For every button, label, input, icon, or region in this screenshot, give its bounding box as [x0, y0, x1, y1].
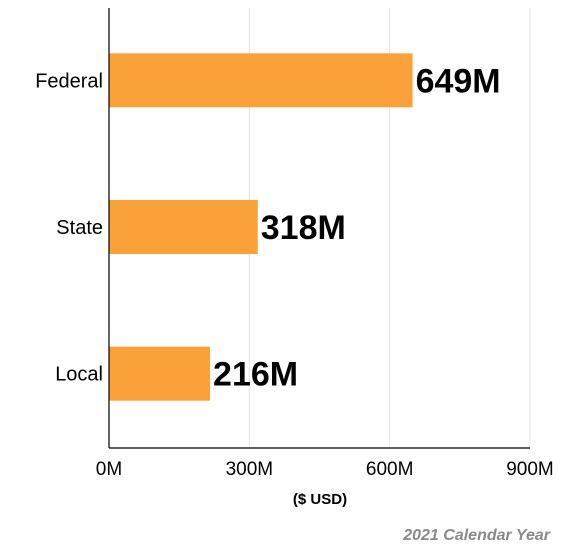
x-axis-title: ($ USD)	[293, 491, 347, 508]
bar	[109, 346, 211, 401]
footnote: 2021 Calendar Year	[403, 527, 550, 544]
x-tick-label: 300M	[226, 459, 274, 480]
axes	[108, 8, 530, 449]
y-category-label: Federal	[35, 70, 103, 92]
x-tick-label: 600M	[366, 459, 414, 480]
bar-value-label: 318M	[261, 209, 346, 247]
bar	[109, 53, 413, 108]
y-category-label: Local	[55, 364, 103, 386]
bars	[109, 53, 413, 401]
bar-value-label: 216M	[213, 356, 298, 394]
x-tick-label: 900M	[506, 459, 554, 480]
x-tick-label: 0M	[96, 459, 122, 480]
bar	[109, 200, 258, 254]
bar-value-label: 649M	[416, 62, 501, 100]
labels: 0M 300M 600M 900M Federal 649M State 318M Local 2…	[35, 62, 554, 480]
y-category-label: State	[56, 217, 103, 239]
